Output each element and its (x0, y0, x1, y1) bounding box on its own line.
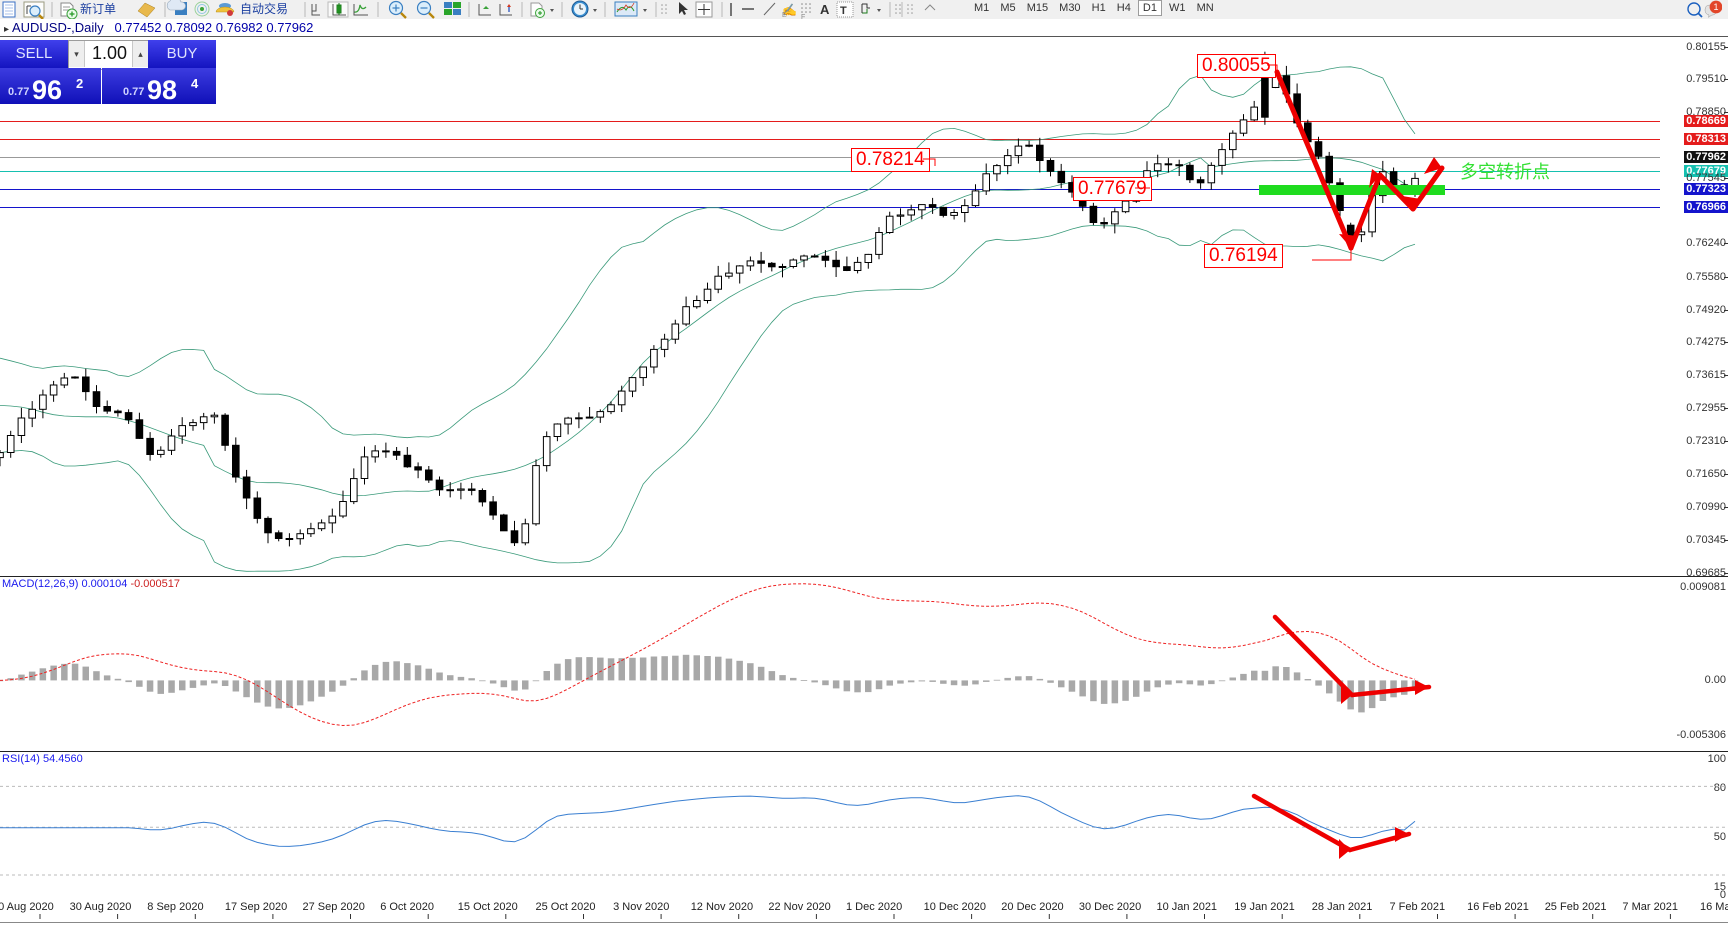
svg-text:自动交易: 自动交易 (240, 1, 288, 16)
svg-text:1: 1 (1713, 2, 1718, 12)
svg-text:多空转折点: 多空转折点 (1460, 162, 1550, 182)
svg-text:T: T (840, 5, 847, 17)
svg-text:A: A (820, 2, 830, 17)
svg-text:E: E (782, 12, 787, 19)
svg-text:新订单: 新订单 (80, 1, 116, 16)
